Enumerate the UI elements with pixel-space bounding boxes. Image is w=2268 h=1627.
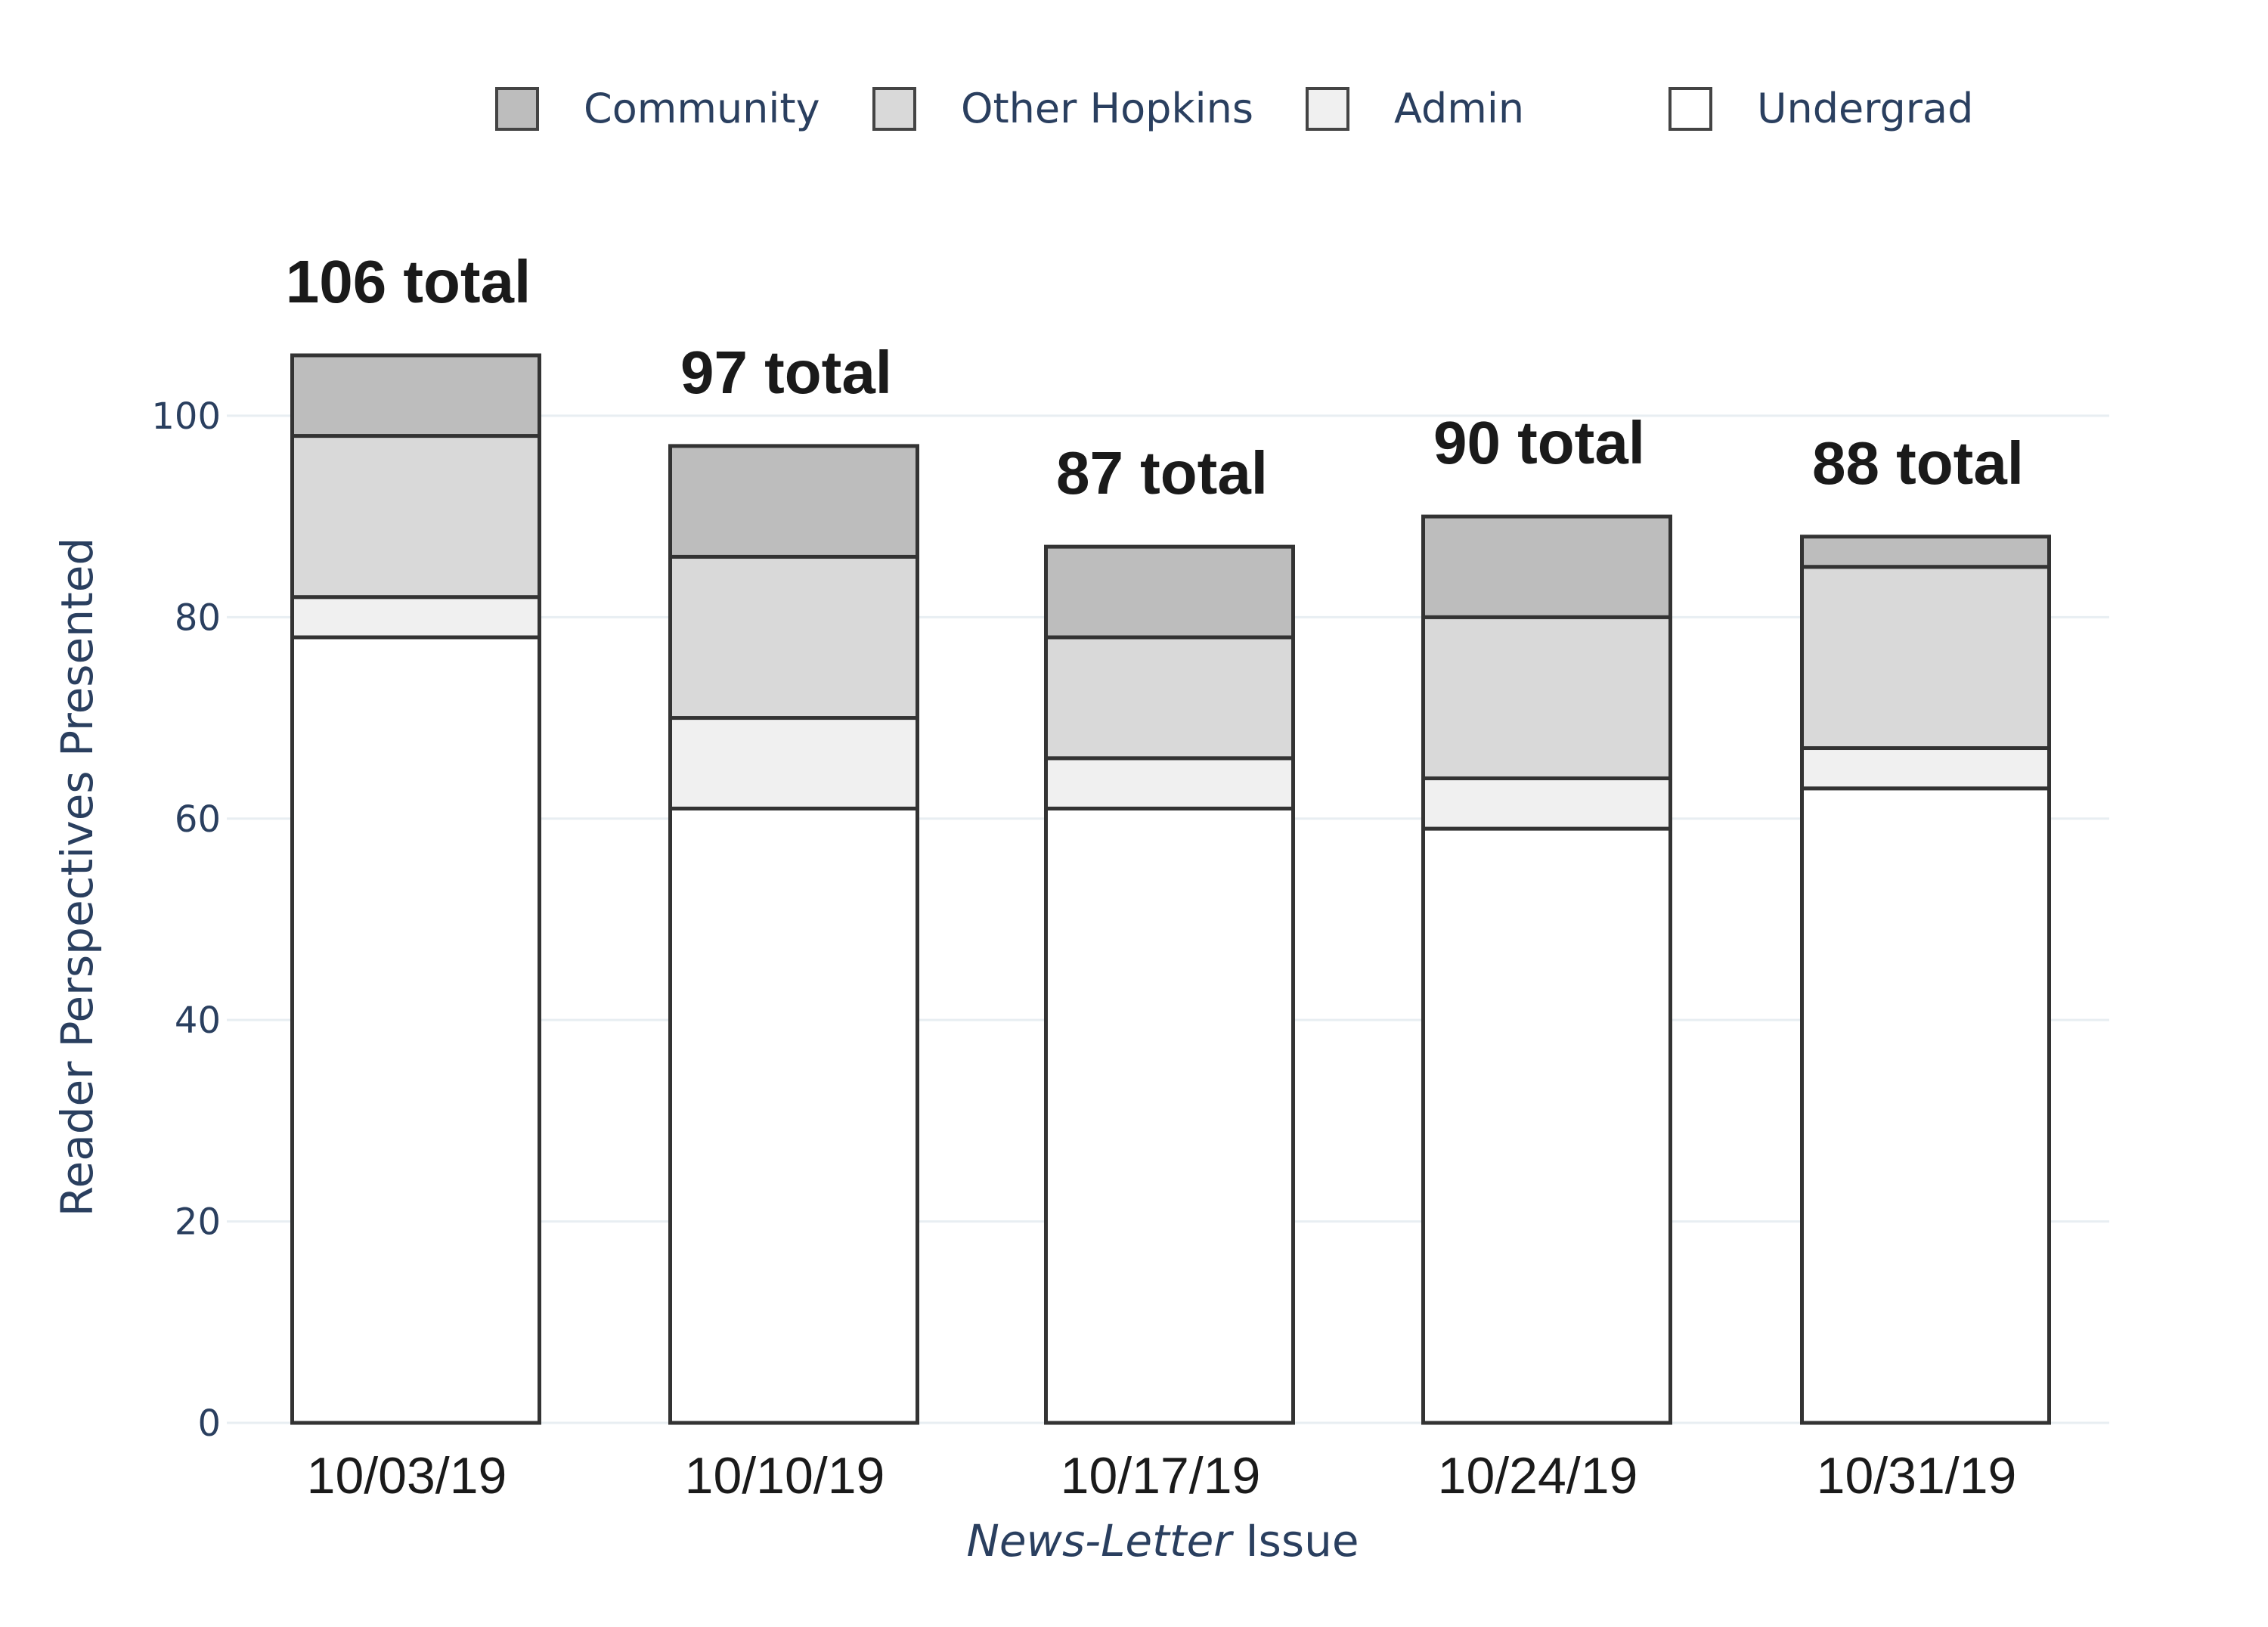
bar-segment-other-hopkins <box>290 434 541 600</box>
legend-label[interactable]: Admin <box>1394 85 1524 132</box>
bar-segment-other-hopkins <box>668 554 919 721</box>
y-axis-title: Reader Perspectives Presented <box>51 538 103 1216</box>
bar-segment-undergrad <box>1800 786 2051 1425</box>
bar-segment-community <box>1800 535 2051 569</box>
y-tick-label: 20 <box>175 1201 221 1244</box>
x-tick-label: 10/31/19 <box>1817 1447 2017 1505</box>
legend-label[interactable]: Other Hopkins <box>961 85 1253 132</box>
bar-total-label: 88 total <box>1812 429 2024 497</box>
total-labels: 106 total 97 total 87 total 90 total 88 tota… <box>286 248 2024 507</box>
bar-segment-community <box>1421 514 1672 619</box>
x-axis-ticks: 10/03/19 10/10/19 10/17/19 10/24/19 10/31/19 <box>307 1447 2017 1505</box>
bar-segment-other-hopkins <box>1800 565 2051 751</box>
bar-segment-admin <box>1044 756 1295 810</box>
bar-segment-community <box>1044 544 1295 640</box>
bar-total-label: 90 total <box>1433 409 1645 476</box>
legend-swatch-other-hopkins[interactable] <box>872 87 916 131</box>
bar-segment-admin <box>1800 746 2051 791</box>
bar-total-label: 97 total <box>680 339 892 406</box>
legend: Community Other Hopkins Admin Undergrad <box>495 85 1973 132</box>
bar-segment-admin <box>1421 776 1672 831</box>
y-tick-label: 0 <box>197 1402 221 1445</box>
x-axis-title-rest: Issue <box>1232 1515 1359 1567</box>
bar-segment-other-hopkins <box>1044 635 1295 761</box>
legend-swatch-admin[interactable] <box>1306 87 1349 131</box>
legend-swatch-undergrad[interactable] <box>1668 87 1712 131</box>
x-tick-label: 10/10/19 <box>685 1447 885 1505</box>
x-axis-title: News-Letter Issue <box>966 1515 1359 1567</box>
bar-total-label: 87 total <box>1056 439 1268 507</box>
x-tick-label: 10/17/19 <box>1061 1447 1261 1505</box>
x-tick-label: 10/24/19 <box>1438 1447 1638 1505</box>
legend-label[interactable]: Undergrad <box>1757 85 1973 132</box>
bar-segment-undergrad <box>1044 806 1295 1425</box>
bar-segment-other-hopkins <box>1421 615 1672 780</box>
legend-label[interactable]: Community <box>584 85 820 132</box>
bars <box>290 353 2051 1425</box>
legend-swatch-community[interactable] <box>495 87 539 131</box>
x-tick-label: 10/03/19 <box>307 1447 507 1505</box>
bar-segment-community <box>668 444 919 559</box>
bar-segment-undergrad <box>668 806 919 1425</box>
bar-total-label: 106 total <box>286 248 531 315</box>
y-tick-label: 100 <box>151 395 221 438</box>
y-tick-label: 60 <box>175 798 221 841</box>
bar-segment-undergrad <box>1421 826 1672 1425</box>
bar-segment-undergrad <box>290 635 541 1425</box>
bar-segment-community <box>290 353 541 439</box>
bar-segment-admin <box>290 595 541 640</box>
y-axis-ticks: 0 20 40 60 80 100 <box>151 395 221 1445</box>
x-axis-title-italic: News-Letter <box>966 1515 1234 1567</box>
bar-segment-admin <box>668 716 919 810</box>
y-tick-label: 40 <box>175 999 221 1042</box>
y-tick-label: 80 <box>175 597 221 639</box>
